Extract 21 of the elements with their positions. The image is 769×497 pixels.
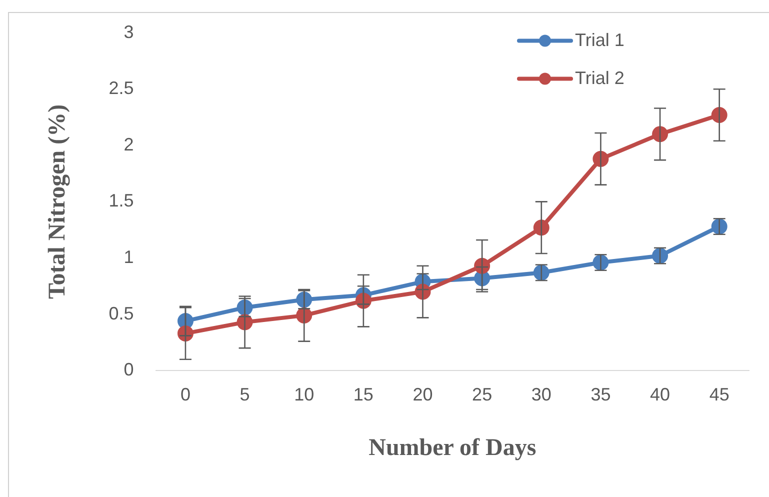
x-tick-label: 25 <box>472 384 492 404</box>
y-tick-label: 3 <box>124 22 134 42</box>
y-tick-label: 1.5 <box>108 190 134 211</box>
y-tick-label: 1 <box>124 246 134 267</box>
legend-label: Trial 2 <box>575 68 624 88</box>
x-tick-label: 45 <box>709 384 730 404</box>
x-tick-label: 0 <box>180 384 190 404</box>
x-tick-label: 15 <box>353 384 374 404</box>
y-axis-title: Total Nitrogen (%) <box>44 104 71 300</box>
y-tick-label: 0.5 <box>108 303 134 324</box>
x-tick-label: 30 <box>531 384 552 404</box>
y-tick-label: 2.5 <box>108 78 134 98</box>
x-tick-label: 40 <box>650 384 670 404</box>
x-tick-label: 5 <box>240 384 250 404</box>
x-tick-label: 20 <box>412 384 433 404</box>
x-tick-label: 35 <box>590 384 611 404</box>
y-tick-label: 0 <box>124 360 134 380</box>
y-tick-label: 2 <box>124 134 134 154</box>
x-tick-label: 10 <box>294 384 314 404</box>
x-axis-title: Number of Days <box>368 434 536 461</box>
legend-label: Trial 1 <box>575 30 624 50</box>
